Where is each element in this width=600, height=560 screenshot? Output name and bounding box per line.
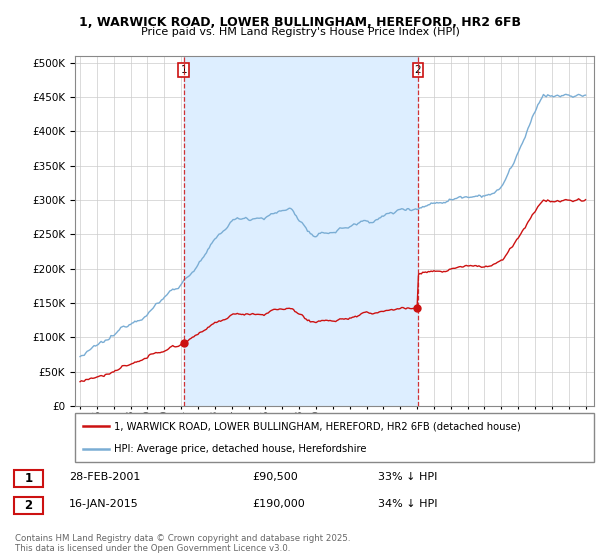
Text: Price paid vs. HM Land Registry's House Price Index (HPI): Price paid vs. HM Land Registry's House … xyxy=(140,27,460,37)
Text: 2: 2 xyxy=(25,499,32,512)
Text: 1: 1 xyxy=(181,65,187,74)
Text: £90,500: £90,500 xyxy=(252,472,298,482)
Bar xyxy=(14,470,43,487)
Text: 28-FEB-2001: 28-FEB-2001 xyxy=(69,472,140,482)
Text: 34% ↓ HPI: 34% ↓ HPI xyxy=(378,499,437,509)
Text: 1, WARWICK ROAD, LOWER BULLINGHAM, HEREFORD, HR2 6FB: 1, WARWICK ROAD, LOWER BULLINGHAM, HEREF… xyxy=(79,16,521,29)
Text: £190,000: £190,000 xyxy=(252,499,305,509)
Text: 16-JAN-2015: 16-JAN-2015 xyxy=(69,499,139,509)
Text: 2: 2 xyxy=(415,65,421,74)
Bar xyxy=(184,56,418,406)
Text: Contains HM Land Registry data © Crown copyright and database right 2025.
This d: Contains HM Land Registry data © Crown c… xyxy=(15,534,350,553)
Bar xyxy=(14,497,43,514)
Text: 33% ↓ HPI: 33% ↓ HPI xyxy=(378,472,437,482)
Text: 1: 1 xyxy=(25,472,32,486)
Text: HPI: Average price, detached house, Herefordshire: HPI: Average price, detached house, Here… xyxy=(114,444,367,454)
Text: 1, WARWICK ROAD, LOWER BULLINGHAM, HEREFORD, HR2 6FB (detached house): 1, WARWICK ROAD, LOWER BULLINGHAM, HEREF… xyxy=(114,421,521,431)
